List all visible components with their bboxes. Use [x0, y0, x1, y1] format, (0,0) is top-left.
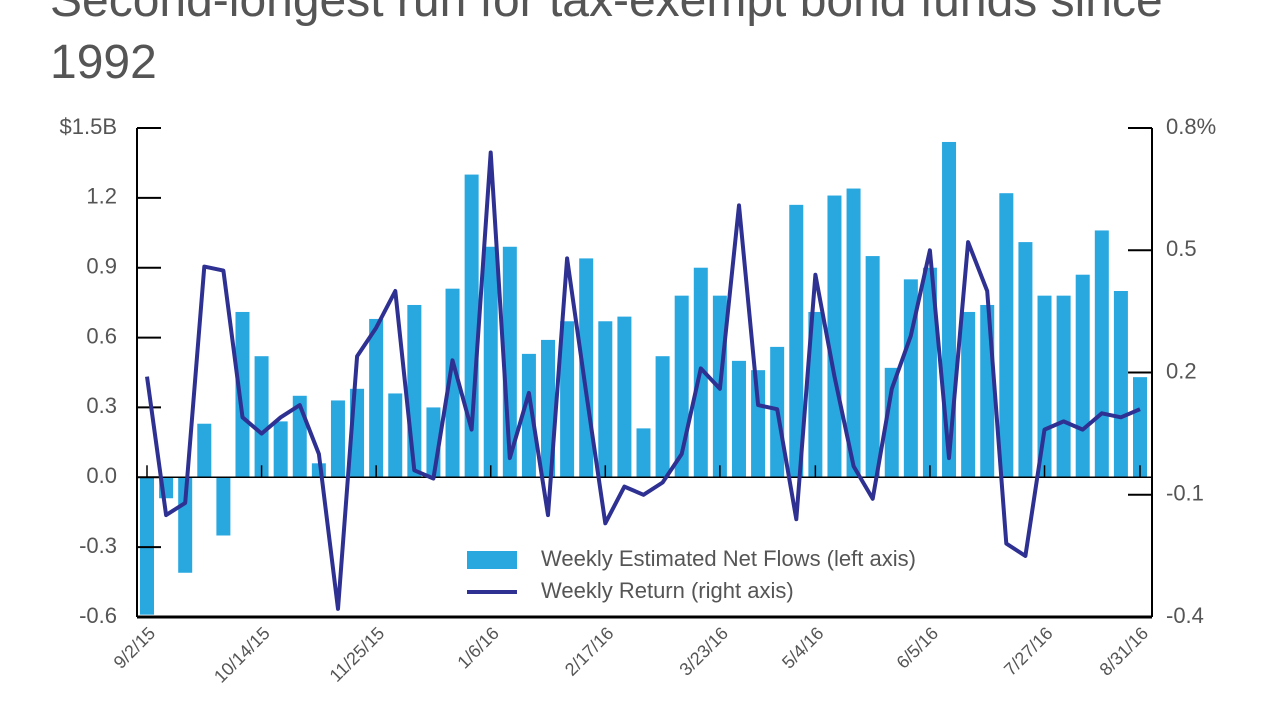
bar — [273, 421, 288, 478]
bar — [808, 311, 823, 478]
y-tick-label: -0.6 — [79, 603, 117, 628]
chart-title: Second-longest run for tax-exempt bond f… — [50, 0, 1163, 89]
bar — [789, 204, 804, 478]
bar — [999, 193, 1014, 478]
bar — [235, 311, 250, 478]
x-tick-label: 10/14/15 — [210, 623, 274, 687]
bar — [464, 174, 479, 478]
legend-label: Weekly Return (right axis) — [541, 578, 794, 603]
y-tick-label: 1.2 — [86, 184, 117, 209]
bar — [617, 316, 632, 478]
bar — [731, 360, 746, 478]
bar — [1037, 295, 1052, 478]
bar — [388, 393, 403, 478]
x-tick-label: 8/31/16 — [1096, 623, 1153, 680]
bar — [1113, 291, 1128, 478]
bar — [751, 370, 766, 478]
bar — [369, 318, 384, 478]
x-tick-label: 11/25/15 — [326, 623, 389, 686]
y-tick-label: 0.9 — [86, 254, 117, 279]
x-tick-label: 6/5/16 — [893, 623, 943, 673]
y2-tick-label: -0.1 — [1166, 481, 1204, 506]
bar — [827, 195, 842, 478]
y-tick-label: 0.3 — [86, 393, 117, 418]
bar — [407, 304, 422, 478]
bar — [865, 256, 880, 478]
x-tick-label: 2/17/16 — [561, 623, 618, 680]
bar — [178, 477, 193, 573]
bar — [598, 321, 613, 478]
bar — [197, 423, 212, 478]
bar — [521, 353, 536, 478]
legend-swatch — [467, 551, 517, 569]
bar — [942, 141, 957, 478]
legend-label: Weekly Estimated Net Flows (left axis) — [541, 546, 916, 571]
y-tick-label: 0.6 — [86, 323, 117, 348]
bar — [560, 321, 575, 478]
bar — [636, 428, 651, 478]
bar — [846, 188, 861, 478]
bar — [483, 246, 498, 478]
x-tick-label: 1/6/16 — [453, 623, 503, 673]
x-tick-label: 7/27/16 — [1000, 623, 1057, 680]
y2-tick-label: -0.4 — [1166, 603, 1204, 628]
bar — [140, 477, 154, 615]
line — [145, 150, 1141, 611]
bar — [216, 477, 231, 536]
x-tick-label: 5/4/16 — [778, 623, 828, 673]
y-tick-label: -0.3 — [79, 533, 117, 558]
y-tick-label: 0.0 — [86, 463, 117, 488]
x-tick-label: 3/23/16 — [675, 623, 732, 680]
bar — [1094, 230, 1109, 478]
bar — [1018, 242, 1033, 478]
y2-tick-label: 0.2 — [1166, 358, 1197, 383]
y2-tick-label: 0.5 — [1166, 236, 1197, 261]
y-tick-label: $1.5B — [60, 114, 118, 139]
x-tick-label: 9/2/15 — [110, 623, 160, 673]
bar — [922, 267, 937, 478]
bar — [330, 400, 345, 478]
y2-tick-label: 0.8% — [1166, 114, 1216, 139]
bar — [1056, 295, 1071, 478]
bar — [884, 367, 899, 478]
bar — [445, 288, 460, 478]
bar — [1133, 377, 1147, 478]
bar — [961, 311, 976, 478]
bar — [655, 356, 670, 478]
bar — [254, 356, 269, 478]
bar — [1075, 274, 1090, 478]
